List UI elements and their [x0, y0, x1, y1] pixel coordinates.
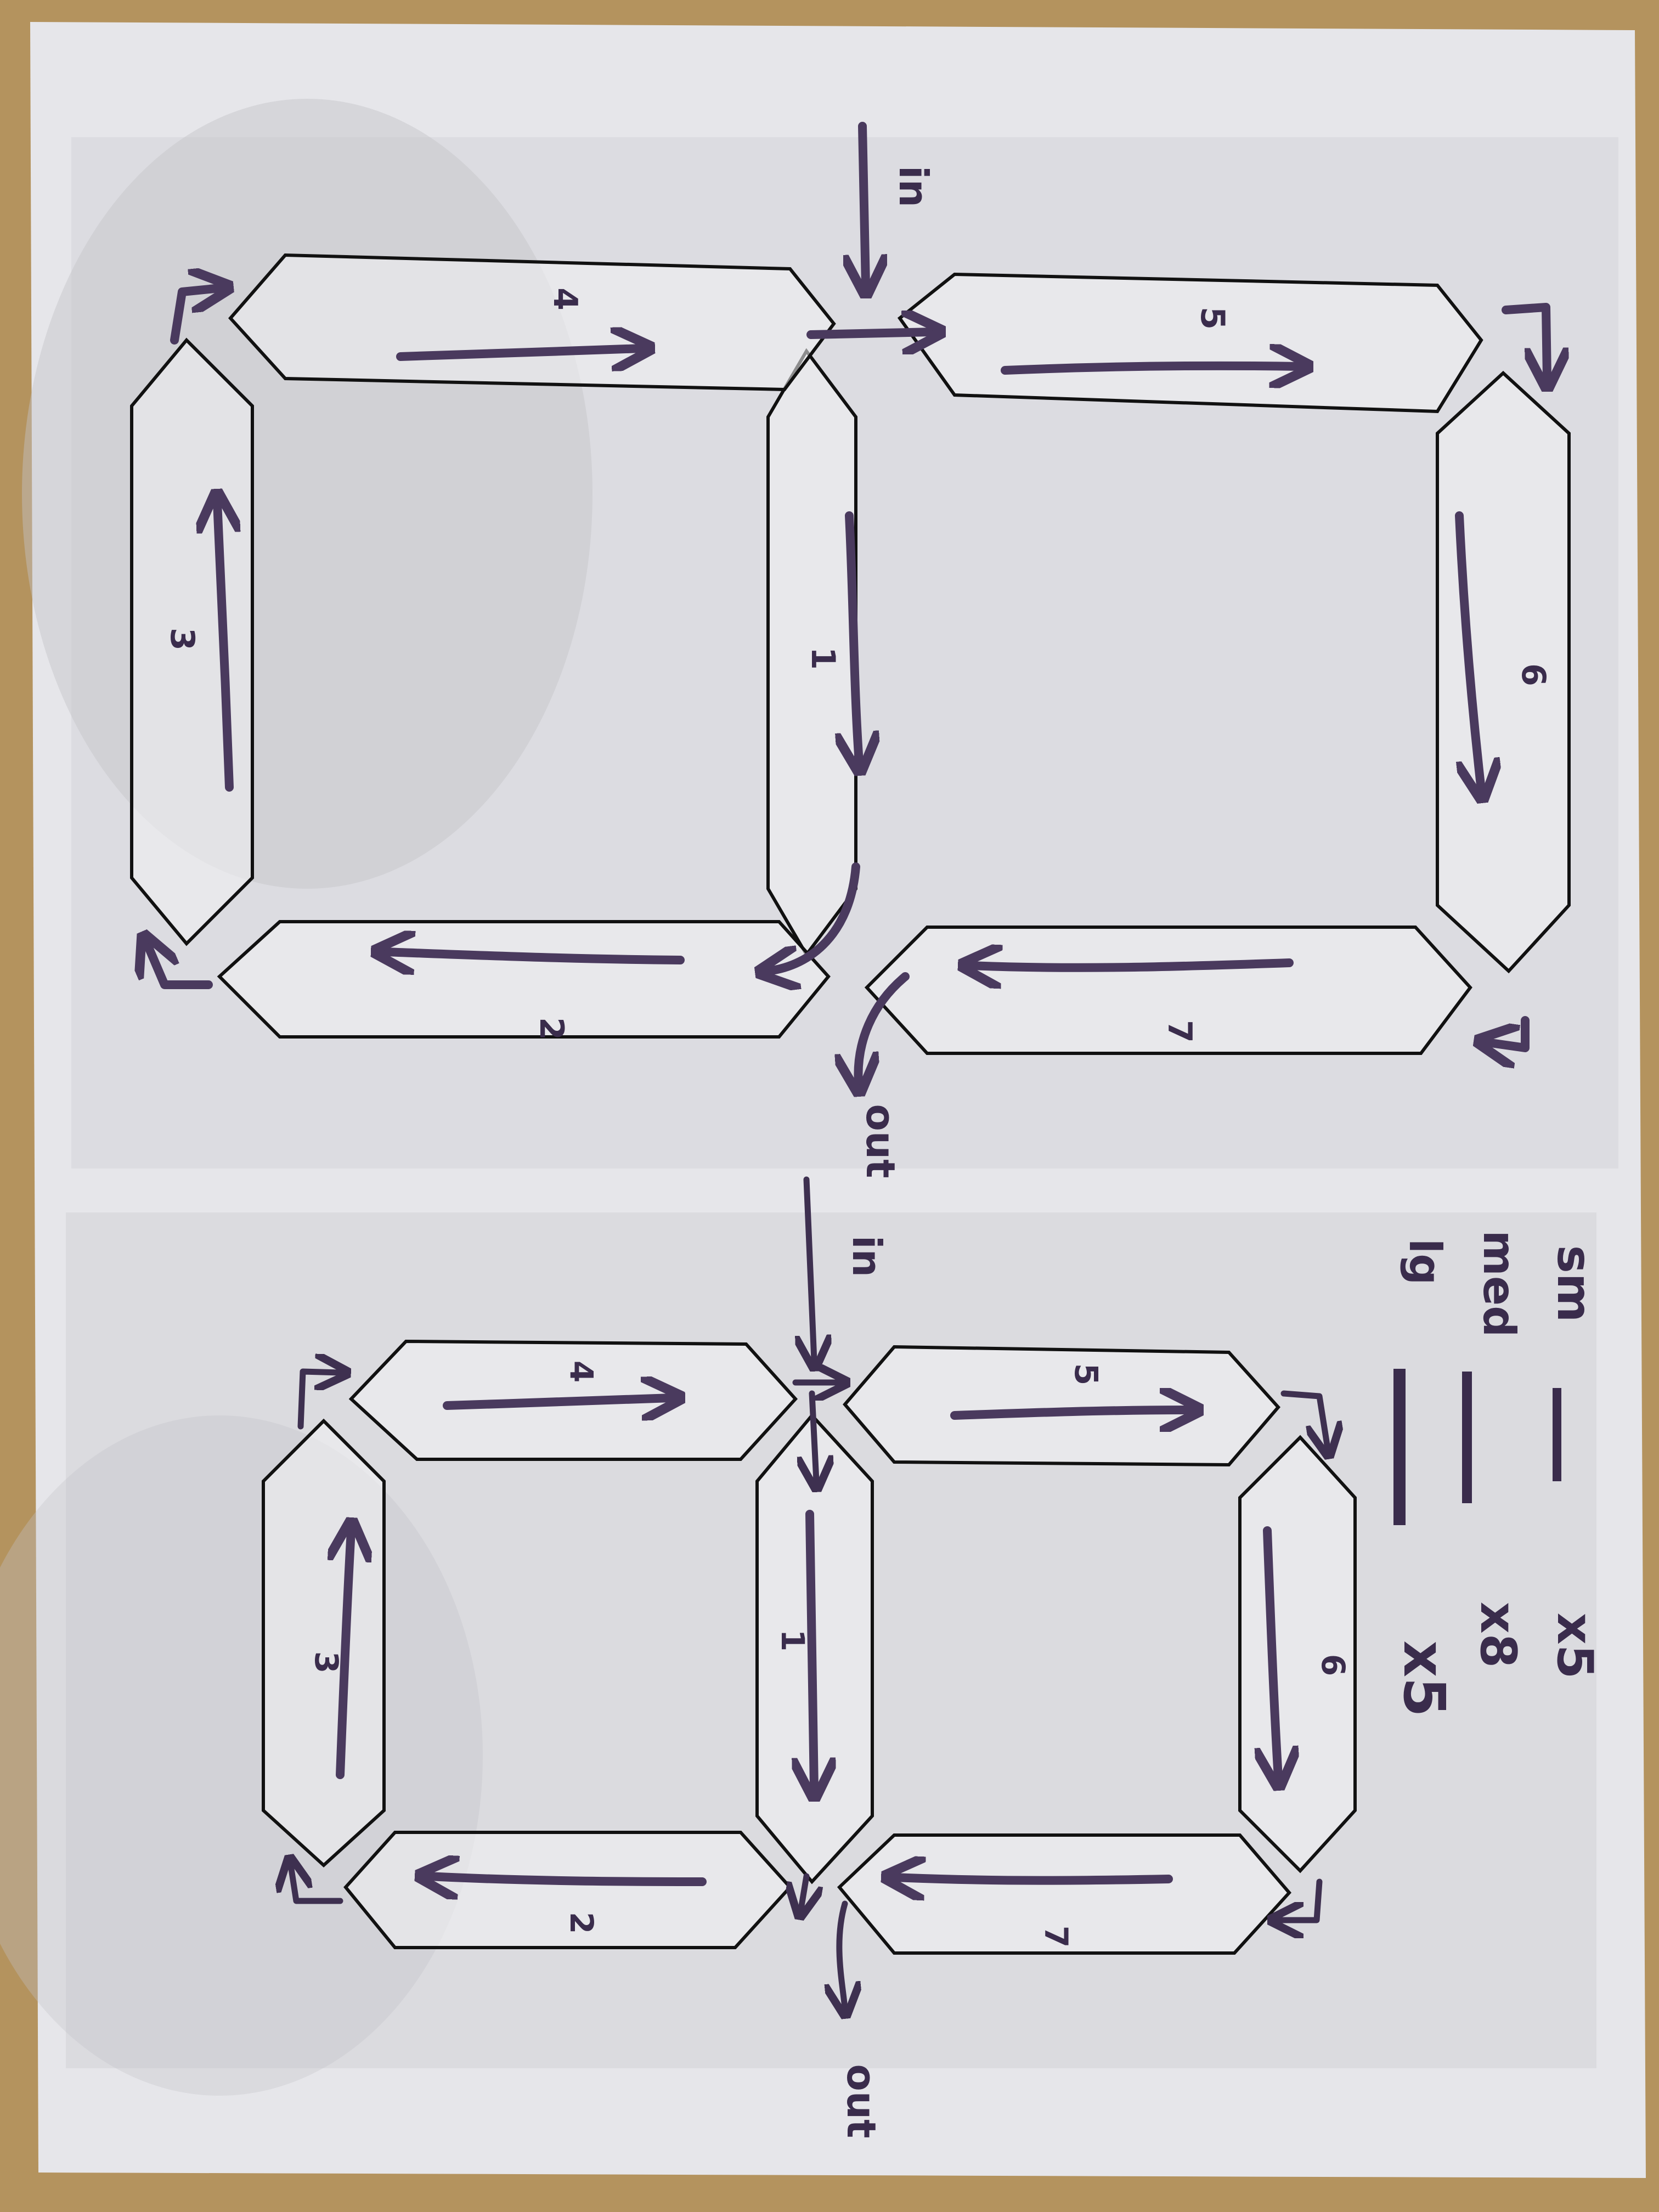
segment-6-label-top: 6	[1514, 663, 1553, 686]
in-label-bottom: in	[844, 1235, 890, 1277]
segment-7-label-bottom: 7	[1037, 1926, 1075, 1948]
segment-5-outline-top	[897, 272, 1483, 414]
segment-3-label-top: 3	[163, 628, 201, 651]
arrow-2-to-3-bottom	[291, 1865, 343, 1904]
arrow-1-to-2-bottom	[801, 1873, 806, 1909]
arrow-7-bottom	[894, 1877, 1173, 1881]
arrow-3-to-4-bottom	[297, 1372, 340, 1430]
legend-multiplier-med: x8	[1469, 1602, 1527, 1668]
segment-6-label-bottom: 6	[1314, 1654, 1352, 1676]
segment-2-label-top: 2	[532, 1017, 571, 1040]
segment-6-outline-top	[1436, 370, 1571, 974]
legend-size-lg: lg	[1400, 1239, 1451, 1285]
arrow-1-bottom	[810, 1510, 814, 1788]
arrow-2-top	[384, 952, 685, 960]
flow-arrows-bottom	[291, 1176, 1328, 2008]
segment-1-label-bottom: 1	[774, 1629, 811, 1651]
arrow-2-to-3-top	[147, 944, 213, 989]
arrow-3-to-4-top	[170, 288, 221, 345]
diagram-bottom: 1 2 3 4 5 6 7 in out	[262, 1176, 1357, 2138]
flow-arrows-top	[147, 122, 1547, 1084]
legend-multiplier-lg: x5	[1391, 1640, 1458, 1717]
out-arrow-top	[858, 972, 910, 1084]
arrow-5-top	[1001, 366, 1300, 370]
legend: sm x5 med x8 lg x5	[1391, 1231, 1604, 1717]
arrow-1-to-2-top	[768, 862, 860, 971]
arrow-6-to-7-bottom	[1278, 1878, 1323, 1920]
segment-7-outline-top	[864, 926, 1472, 1055]
arrow-6-bottom	[1267, 1526, 1278, 1778]
in-arrow-bottom	[806, 1176, 814, 1361]
segment-4-outline-top	[228, 253, 836, 392]
out-arrow-bottom	[839, 1900, 845, 2008]
segment-2-label-bottom: 2	[563, 1912, 600, 1934]
segment-5-label-bottom: 5	[1068, 1363, 1105, 1385]
legend-size-sm: sm	[1547, 1245, 1601, 1323]
arrow-6-to-7-top	[1487, 1016, 1530, 1048]
segment-7-outline-bottom	[837, 1833, 1292, 1955]
segment-4-label-top: 4	[546, 287, 584, 311]
arrow-4-bottom	[443, 1398, 672, 1406]
arrow-4-to-5-top	[806, 332, 933, 335]
segment-3-label-bottom: 3	[308, 1651, 345, 1673]
out-label-bottom: out	[838, 2064, 884, 2138]
arrow-6-top	[1455, 511, 1481, 790]
arrow-5-to-6-top	[1502, 303, 1547, 379]
segment-1-label-top: 1	[804, 647, 842, 670]
out-label-top: out	[857, 1104, 904, 1178]
legend-line-sm	[1553, 1388, 1561, 1481]
in-arrow-top	[862, 122, 866, 285]
arrow-3-bottom	[340, 1531, 351, 1779]
segment-5-label-top: 5	[1193, 307, 1232, 330]
arrow-5-bottom	[950, 1410, 1190, 1415]
arrow-7-top	[971, 963, 1294, 968]
segment-2-outline-top	[217, 920, 831, 1039]
legend-line-med	[1462, 1372, 1472, 1503]
segment-numbers-bottom: 1 2 3 4 5 6 7	[308, 1361, 1352, 1948]
segment-5-outline-bottom	[843, 1345, 1280, 1467]
shadow-top	[22, 99, 592, 889]
arrow-1-top	[849, 511, 859, 763]
legend-size-med: med	[1474, 1231, 1525, 1338]
arrow-3-top	[217, 502, 229, 792]
arrow-2-bottom	[428, 1876, 707, 1882]
in-label-top: in	[890, 166, 936, 207]
diagram-top: 1 2 3 4 5 6 7 in out	[130, 122, 1571, 1178]
segment-3-outline-bottom	[262, 1418, 386, 1868]
segment-4-label-bottom: 4	[563, 1361, 600, 1383]
legend-row-lg: lg x5	[1391, 1239, 1458, 1717]
arrow-4-top	[396, 348, 642, 357]
legend-row-med: med x8	[1462, 1231, 1527, 1668]
segment-7-label-top: 7	[1160, 1020, 1199, 1043]
arrow-5-to-6-bottom	[1280, 1390, 1328, 1448]
segment-numbers-top: 1 2 3 4 5 6 7	[163, 287, 1553, 1043]
legend-line-lg	[1393, 1369, 1406, 1525]
legend-row-sm: sm x5	[1546, 1245, 1604, 1679]
arrow-4-to-1-bottom	[812, 1390, 816, 1481]
legend-multiplier-sm: x5	[1546, 1613, 1604, 1679]
